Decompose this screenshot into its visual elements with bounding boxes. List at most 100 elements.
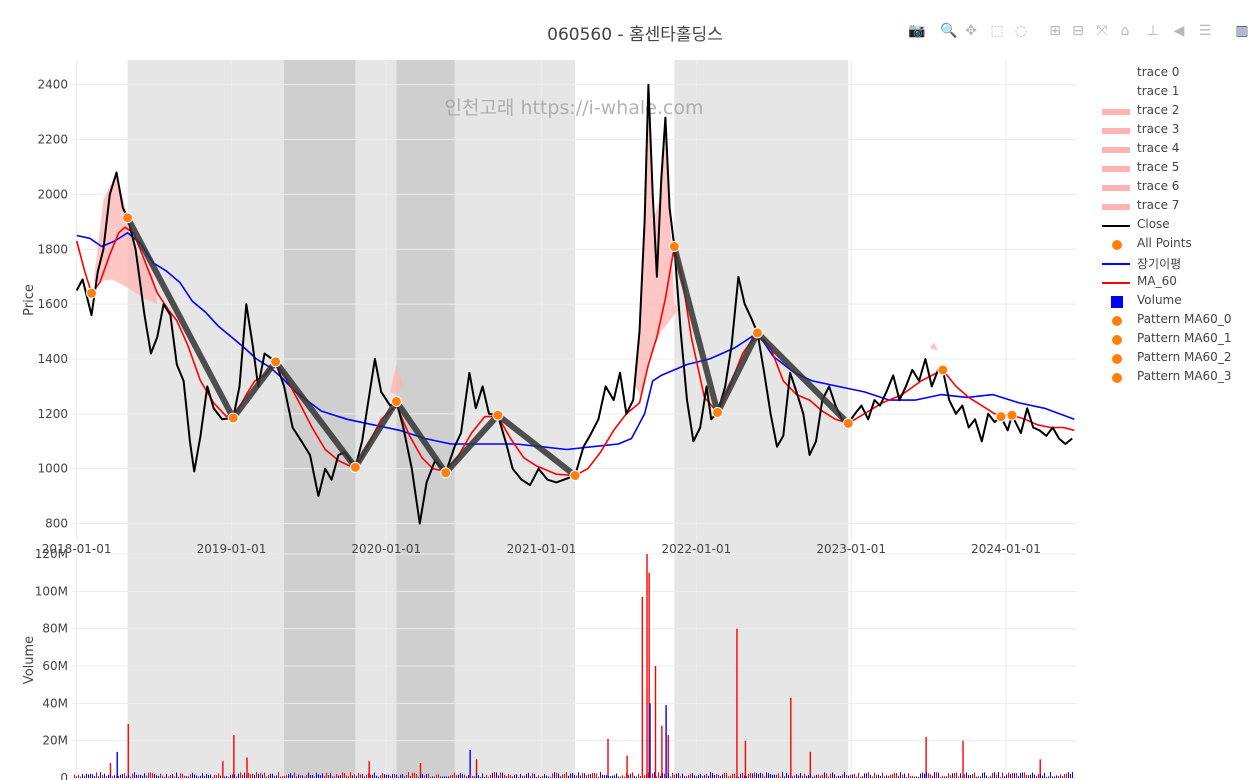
pattern-point <box>86 287 98 299</box>
volume-bar <box>998 772 999 778</box>
volume-bar <box>732 773 733 778</box>
volume-bar <box>936 772 937 778</box>
hover-compare-icon[interactable]: ☰ <box>1198 23 1212 39</box>
volume-bar <box>816 774 817 778</box>
spike-lines-icon[interactable]: ⊥ <box>1146 23 1160 39</box>
legend-item[interactable]: trace 5 <box>1100 159 1250 178</box>
legend-item[interactable]: trace 6 <box>1100 178 1250 197</box>
volume-bar <box>1014 773 1015 778</box>
volume-bar <box>242 774 243 778</box>
pan-icon[interactable]: ✥ <box>965 23 977 39</box>
volume-bar <box>822 774 823 778</box>
volume-bar <box>126 776 127 778</box>
volume-bar <box>354 774 355 778</box>
volume-bar <box>980 776 981 778</box>
zoom-icon[interactable]: 🔍 <box>940 23 958 39</box>
plotly-logo-icon[interactable]: ▥ <box>1235 23 1249 39</box>
legend-item[interactable]: trace 0 <box>1100 64 1250 83</box>
volume-bar <box>469 750 471 778</box>
home-icon[interactable]: ⌂ <box>1120 23 1130 39</box>
volume-bar <box>102 774 103 778</box>
volume-bar <box>714 774 715 778</box>
volume-bar <box>492 773 493 778</box>
lasso-icon[interactable]: ◌ <box>1014 23 1028 39</box>
pattern-band <box>390 364 404 395</box>
legend-item[interactable]: Volume <box>1100 292 1250 311</box>
legend-label: trace 1 <box>1137 84 1180 98</box>
volume-bar <box>568 775 569 778</box>
zoom-in-icon[interactable]: ⊞ <box>1049 23 1061 39</box>
camera-icon[interactable]: 📷 <box>908 23 926 39</box>
legend-item[interactable]: trace 4 <box>1100 140 1250 159</box>
pattern-point <box>349 461 361 473</box>
volume-bar <box>312 775 313 778</box>
volume-bar <box>978 776 979 778</box>
legend-item[interactable]: MA_60 <box>1100 273 1250 292</box>
volume-bar <box>612 775 613 778</box>
volume-bar <box>712 772 713 778</box>
legend-symbol <box>1102 128 1130 134</box>
legend-symbol <box>1102 166 1130 172</box>
box-select-icon[interactable]: ⬚ <box>990 23 1004 39</box>
volume-bar <box>374 772 375 778</box>
volume-bar <box>812 776 813 778</box>
volume-bar <box>940 776 941 778</box>
volume-bar <box>500 772 501 778</box>
volume-bar <box>1064 774 1065 778</box>
volume-bar <box>946 776 947 778</box>
volume-bar <box>796 774 797 778</box>
zoom-out-icon[interactable]: ⊟ <box>1072 23 1084 39</box>
x-tick-label: 2018-01-01 <box>42 542 112 556</box>
volume-bar <box>124 773 125 778</box>
volume-bar <box>550 776 551 778</box>
pattern-point <box>751 327 763 339</box>
volume-bar <box>174 776 175 778</box>
volume-bar <box>716 774 717 778</box>
volume-bar <box>834 774 835 778</box>
volume-bar <box>870 774 871 778</box>
volume-bar <box>510 775 511 778</box>
pattern-point <box>1006 409 1018 421</box>
legend-item[interactable]: trace 1 <box>1100 83 1250 102</box>
volume-bar <box>648 772 649 778</box>
volume-bar <box>598 776 599 778</box>
legend-item[interactable]: All Points <box>1100 235 1250 254</box>
legend-symbol <box>1112 316 1122 326</box>
volume-bar <box>480 776 481 778</box>
volume-bar <box>216 775 217 778</box>
volume-bar <box>456 775 457 778</box>
volume-bar <box>170 774 171 778</box>
volume-bar <box>310 774 311 778</box>
volume-bar <box>482 773 483 778</box>
volume-bar <box>324 775 325 778</box>
volume-bar <box>538 775 539 778</box>
hover-closest-icon[interactable]: ◀ <box>1173 23 1185 39</box>
volume-bar <box>782 772 783 778</box>
volume-bar <box>304 776 305 778</box>
volume-bar <box>976 776 977 778</box>
legend-item[interactable]: trace 3 <box>1100 121 1250 140</box>
legend-item[interactable]: Pattern MA60_1 <box>1100 330 1250 349</box>
volume-bar <box>868 772 869 778</box>
volume-bar <box>258 773 259 778</box>
volume-bar <box>246 774 247 778</box>
volume-bar <box>694 775 695 778</box>
volume-bar <box>994 772 995 778</box>
volume-bar <box>314 776 315 778</box>
legend-item[interactable]: 장기이평 <box>1100 254 1250 273</box>
legend-item[interactable]: trace 2 <box>1100 102 1250 121</box>
legend-item[interactable]: Close <box>1100 216 1250 235</box>
autoscale-icon[interactable]: ⤧ <box>1096 23 1108 39</box>
legend-item[interactable]: Pattern MA60_0 <box>1100 311 1250 330</box>
volume-bar <box>830 773 831 778</box>
legend-item[interactable]: Pattern MA60_3 <box>1100 368 1250 387</box>
volume-bar <box>570 773 571 778</box>
volume-bar <box>76 776 77 778</box>
legend-label: All Points <box>1137 236 1192 250</box>
legend-item[interactable]: Pattern MA60_2 <box>1100 349 1250 368</box>
volume-bar <box>890 774 891 778</box>
legend-label: trace 2 <box>1137 103 1180 117</box>
legend-item[interactable]: trace 7 <box>1100 197 1250 216</box>
volume-bar <box>326 772 327 778</box>
plot-area[interactable]: 인천고래 https://i-whale.com 800 1000 1200 1400 1… <box>0 0 1090 780</box>
